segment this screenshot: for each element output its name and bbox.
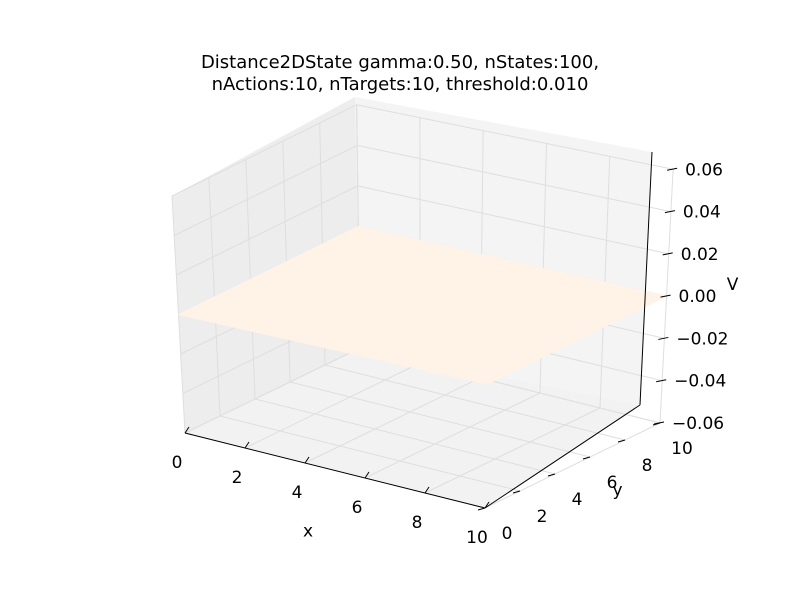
grid-line-z xyxy=(176,185,669,276)
tick-marks xyxy=(184,167,678,511)
z-tick-mark xyxy=(656,379,667,383)
z-tick-label: 0.00 xyxy=(679,287,717,307)
x-axis-line xyxy=(184,432,486,509)
y-tick-label: 2 xyxy=(537,507,548,527)
x-tick-mark xyxy=(364,471,370,479)
y-tick-label: 4 xyxy=(572,490,583,510)
x-tick-mark xyxy=(244,441,250,449)
z-tick-label: −0.04 xyxy=(674,372,726,392)
y-tick-label: 10 xyxy=(671,439,693,459)
x-tick-label: 10 xyxy=(466,528,488,548)
z-axis-label: V xyxy=(727,275,739,295)
x-tick-label: 0 xyxy=(172,453,183,473)
y-tick-label: 6 xyxy=(607,473,618,493)
axis-lines xyxy=(184,151,653,509)
pane-left xyxy=(172,97,360,433)
y-tick-mark xyxy=(477,507,486,511)
y-tick-label: 8 xyxy=(642,456,653,476)
x-axis-label: x xyxy=(303,522,313,542)
z-tick-mark xyxy=(660,294,671,298)
chart-title-line-1: Distance2DState gamma:0.50, nStates:100, xyxy=(200,52,600,73)
z-tick-mark xyxy=(664,210,676,214)
y-tick-mark xyxy=(582,456,591,460)
x-tick-label: 2 xyxy=(232,468,243,488)
y-tick-mark xyxy=(617,439,626,443)
chart-title-line-2: nActions:10, nTargets:10, threshold:0.01… xyxy=(211,74,589,95)
z-tick-mark xyxy=(662,252,673,256)
z-axis-line xyxy=(639,151,653,406)
tick-labels: 0 2 4 6 8 10 x 0 2 4 6 8 10 y −0.06 −0.04 −0.02 0.00 0.02 0… xyxy=(172,160,739,548)
grid-line-z xyxy=(173,144,672,236)
pane-floor xyxy=(185,348,640,508)
x-tick-label: 8 xyxy=(412,513,423,533)
x-tick-label: 4 xyxy=(292,483,303,503)
y-tick-label: 0 xyxy=(502,524,513,544)
y-tick-mark xyxy=(547,473,556,477)
z-tick-label: −0.06 xyxy=(672,414,724,434)
x-tick-mark xyxy=(304,456,310,464)
z-tick-label: 0.04 xyxy=(683,203,721,223)
z-tick-label: 0.06 xyxy=(685,160,723,180)
z-tick-label: −0.02 xyxy=(676,329,728,349)
grid-line-z xyxy=(171,104,674,197)
z-tick-mark xyxy=(658,336,669,340)
x-tick-mark xyxy=(484,501,490,509)
z-tick-mark xyxy=(653,421,665,425)
y-axis-line xyxy=(484,404,641,509)
x-tick-mark xyxy=(184,426,190,434)
x-tick-mark xyxy=(424,486,430,494)
x-tick-label: 6 xyxy=(352,498,363,518)
z-tick-mark xyxy=(667,167,678,171)
z-tick-label: 0.02 xyxy=(681,245,719,265)
y-tick-mark xyxy=(512,490,521,494)
y-axis-label: y xyxy=(612,481,622,501)
